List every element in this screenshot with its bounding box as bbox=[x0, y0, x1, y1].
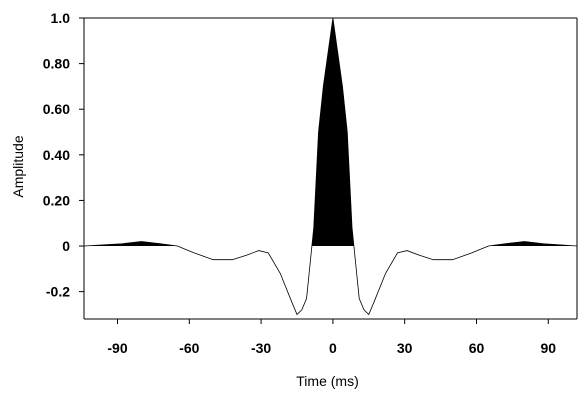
x-tick-label: -60 bbox=[179, 340, 199, 356]
positive-lobe-fills bbox=[84, 18, 577, 247]
positive-lobe-fill bbox=[311, 18, 354, 247]
y-tick-label: -0.2 bbox=[46, 284, 70, 300]
plot-frame bbox=[83, 17, 578, 320]
x-tick-label: -30 bbox=[251, 340, 271, 356]
x-axis-title: Time (ms) bbox=[296, 373, 358, 389]
y-axis-title: Amplitude bbox=[10, 135, 26, 197]
y-tick-label: 1.0 bbox=[51, 10, 71, 26]
x-tick-label: 0 bbox=[329, 340, 337, 356]
x-tick-label: 90 bbox=[540, 340, 556, 356]
y-tick-label: 0.80 bbox=[43, 56, 70, 72]
y-axis-ticks: 1.0 0.80 0.60 0.40 0.20 0 -0.2 bbox=[43, 10, 84, 300]
y-tick-label: 0.40 bbox=[43, 147, 70, 163]
y-tick-label: 0.20 bbox=[43, 192, 70, 208]
y-tick-label: 0.60 bbox=[43, 101, 70, 117]
x-tick-label: -90 bbox=[107, 340, 127, 356]
x-axis-ticks: -90 -60 -30 0 30 60 90 bbox=[107, 319, 556, 356]
x-tick-label: 30 bbox=[397, 340, 413, 356]
x-tick-label: 60 bbox=[469, 340, 485, 356]
y-tick-label: 0 bbox=[62, 238, 70, 254]
